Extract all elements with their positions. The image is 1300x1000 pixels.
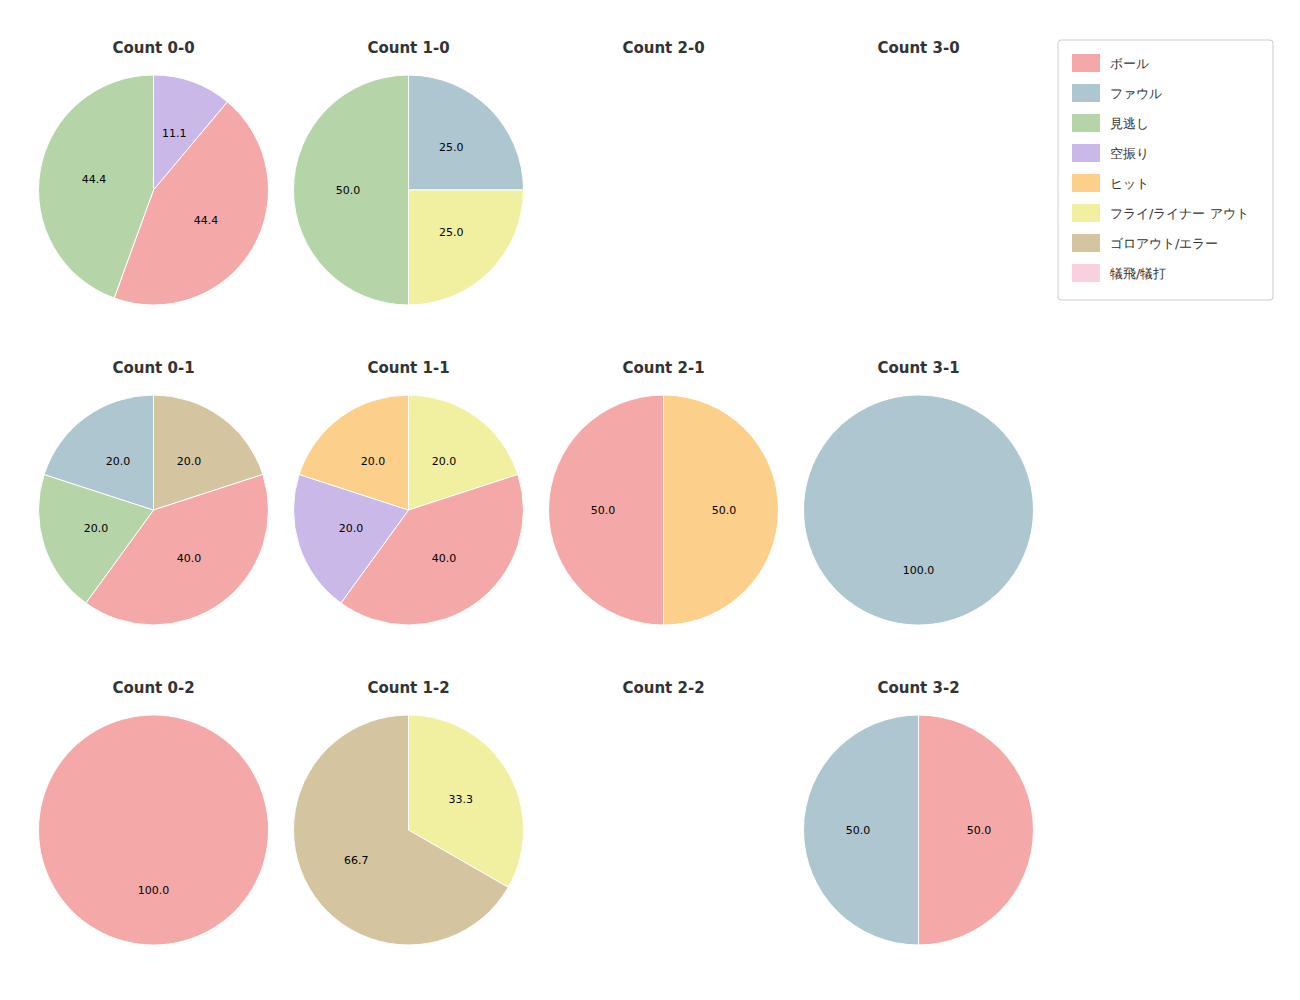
svg-text:11.1: 11.1 bbox=[162, 127, 187, 140]
svg-text:50.0: 50.0 bbox=[712, 504, 737, 517]
svg-text:Count 3-0: Count 3-0 bbox=[877, 39, 959, 57]
svg-text:20.0: 20.0 bbox=[177, 455, 202, 468]
svg-text:Count 2-0: Count 2-0 bbox=[622, 39, 704, 57]
svg-text:40.0: 40.0 bbox=[432, 552, 457, 565]
svg-text:Count 1-0: Count 1-0 bbox=[367, 39, 449, 57]
svg-text:Count 1-2: Count 1-2 bbox=[367, 679, 449, 697]
svg-text:25.0: 25.0 bbox=[439, 141, 464, 154]
svg-text:50.0: 50.0 bbox=[336, 184, 361, 197]
svg-text:44.4: 44.4 bbox=[82, 173, 107, 186]
svg-text:20.0: 20.0 bbox=[432, 455, 457, 468]
svg-text:33.3: 33.3 bbox=[449, 793, 474, 806]
svg-text:40.0: 40.0 bbox=[177, 552, 202, 565]
svg-text:ファウル: ファウル bbox=[1110, 86, 1162, 101]
svg-text:66.7: 66.7 bbox=[344, 854, 369, 867]
svg-text:Count 1-1: Count 1-1 bbox=[367, 359, 449, 377]
svg-text:20.0: 20.0 bbox=[339, 522, 364, 535]
svg-text:犠飛/犠打: 犠飛/犠打 bbox=[1110, 266, 1166, 281]
svg-text:フライ/ライナー アウト: フライ/ライナー アウト bbox=[1110, 206, 1249, 221]
svg-text:ゴロアウト/エラー: ゴロアウト/エラー bbox=[1110, 236, 1218, 251]
svg-text:Count 3-1: Count 3-1 bbox=[877, 359, 959, 377]
svg-text:Count 2-1: Count 2-1 bbox=[622, 359, 704, 377]
svg-text:25.0: 25.0 bbox=[439, 226, 464, 239]
svg-text:見逃し: 見逃し bbox=[1110, 116, 1149, 131]
svg-text:Count 3-2: Count 3-2 bbox=[877, 679, 959, 697]
svg-text:ヒット: ヒット bbox=[1110, 176, 1149, 191]
svg-text:ボール: ボール bbox=[1110, 56, 1149, 71]
svg-text:20.0: 20.0 bbox=[84, 522, 109, 535]
svg-text:Count 2-2: Count 2-2 bbox=[622, 679, 704, 697]
svg-text:100.0: 100.0 bbox=[903, 564, 935, 577]
svg-text:Count 0-0: Count 0-0 bbox=[112, 39, 194, 57]
svg-text:50.0: 50.0 bbox=[967, 824, 992, 837]
svg-text:20.0: 20.0 bbox=[361, 455, 386, 468]
svg-text:Count 0-1: Count 0-1 bbox=[112, 359, 194, 377]
svg-text:50.0: 50.0 bbox=[846, 824, 871, 837]
svg-text:44.4: 44.4 bbox=[194, 214, 219, 227]
svg-text:50.0: 50.0 bbox=[591, 504, 616, 517]
svg-text:100.0: 100.0 bbox=[138, 884, 170, 897]
svg-text:20.0: 20.0 bbox=[106, 455, 130, 468]
svg-text:空振り: 空振り bbox=[1110, 146, 1149, 161]
svg-text:Count 0-2: Count 0-2 bbox=[112, 679, 194, 697]
